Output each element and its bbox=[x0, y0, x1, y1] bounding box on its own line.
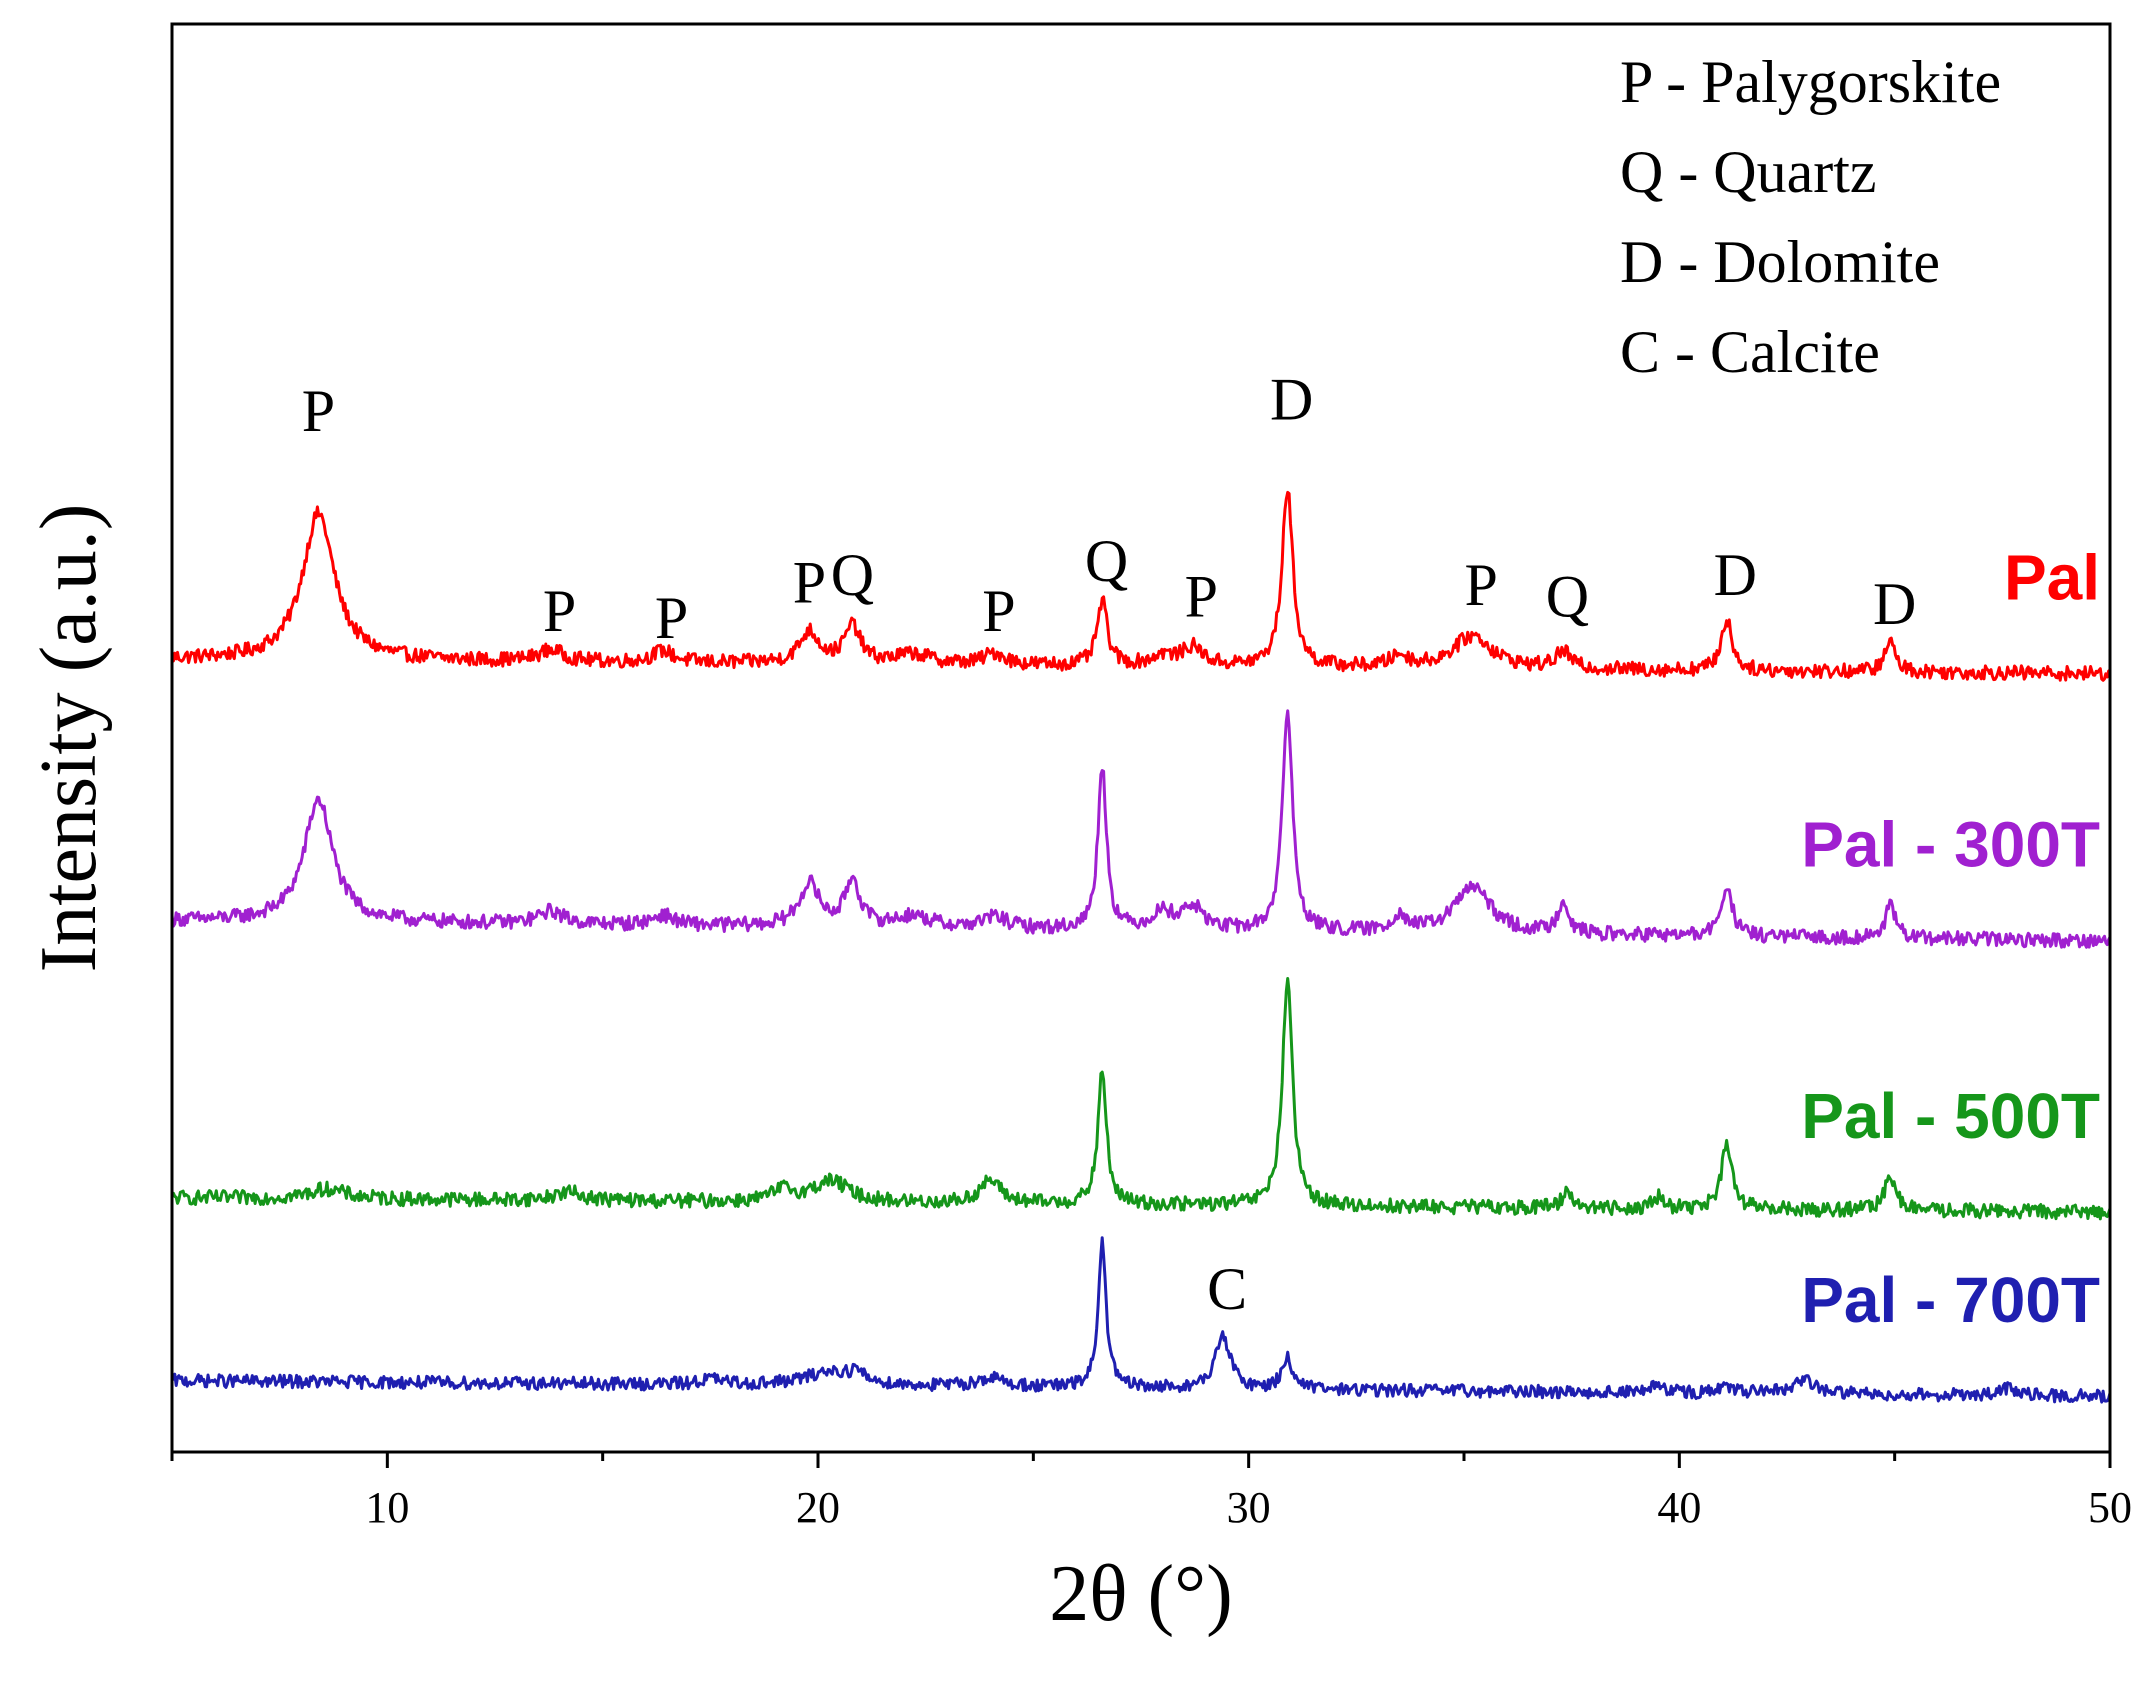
series-line-pal bbox=[170, 490, 2111, 682]
peak-annotation: P bbox=[655, 585, 688, 651]
x-tick-label: 30 bbox=[1227, 1483, 1271, 1532]
x-tick-label: 50 bbox=[2088, 1483, 2132, 1532]
legend-entry-palygorskite: P - Palygorskite bbox=[1620, 49, 2001, 115]
series-label: Pal - 300T bbox=[1801, 809, 2100, 881]
peak-annotation: P bbox=[793, 549, 826, 615]
series-line-pal-700t bbox=[170, 1236, 2112, 1404]
y-axis-title: Intensity (a.u.) bbox=[25, 504, 113, 973]
peak-annotation: P bbox=[1185, 564, 1218, 630]
series-line-pal-500t bbox=[171, 977, 2112, 1221]
peak-annotation: D bbox=[1714, 542, 1757, 608]
series-line-pal-300t bbox=[170, 709, 2112, 949]
legend-entry-dolomite: D - Dolomite bbox=[1620, 229, 1940, 295]
peak-annotation: C bbox=[1207, 1256, 1247, 1322]
x-tick-label: 20 bbox=[796, 1483, 840, 1532]
series-label: Pal bbox=[2004, 541, 2100, 613]
peak-annotation: D bbox=[1873, 571, 1916, 637]
peak-annotation: P bbox=[302, 378, 335, 444]
legend-entry-calcite: C - Calcite bbox=[1620, 319, 1880, 385]
peak-annotation: P bbox=[982, 578, 1015, 644]
series-label: Pal - 700T bbox=[1801, 1264, 2100, 1336]
x-axis-title: 2θ (°) bbox=[1049, 1550, 1233, 1638]
x-tick-label: 40 bbox=[1657, 1483, 1701, 1532]
peak-annotation: Q bbox=[1546, 564, 1589, 630]
peak-annotation: Q bbox=[1085, 528, 1128, 594]
plot-frame bbox=[170, 22, 2112, 1454]
peak-annotation: Q bbox=[831, 542, 874, 608]
x-tick-label: 10 bbox=[365, 1483, 409, 1532]
legend-entry-quartz: Q - Quartz bbox=[1620, 139, 1877, 205]
series-label: Pal - 500T bbox=[1801, 1080, 2100, 1152]
peak-annotation: D bbox=[1270, 367, 1313, 433]
peak-annotation: P bbox=[1465, 552, 1498, 618]
peak-annotation: P bbox=[543, 578, 576, 644]
